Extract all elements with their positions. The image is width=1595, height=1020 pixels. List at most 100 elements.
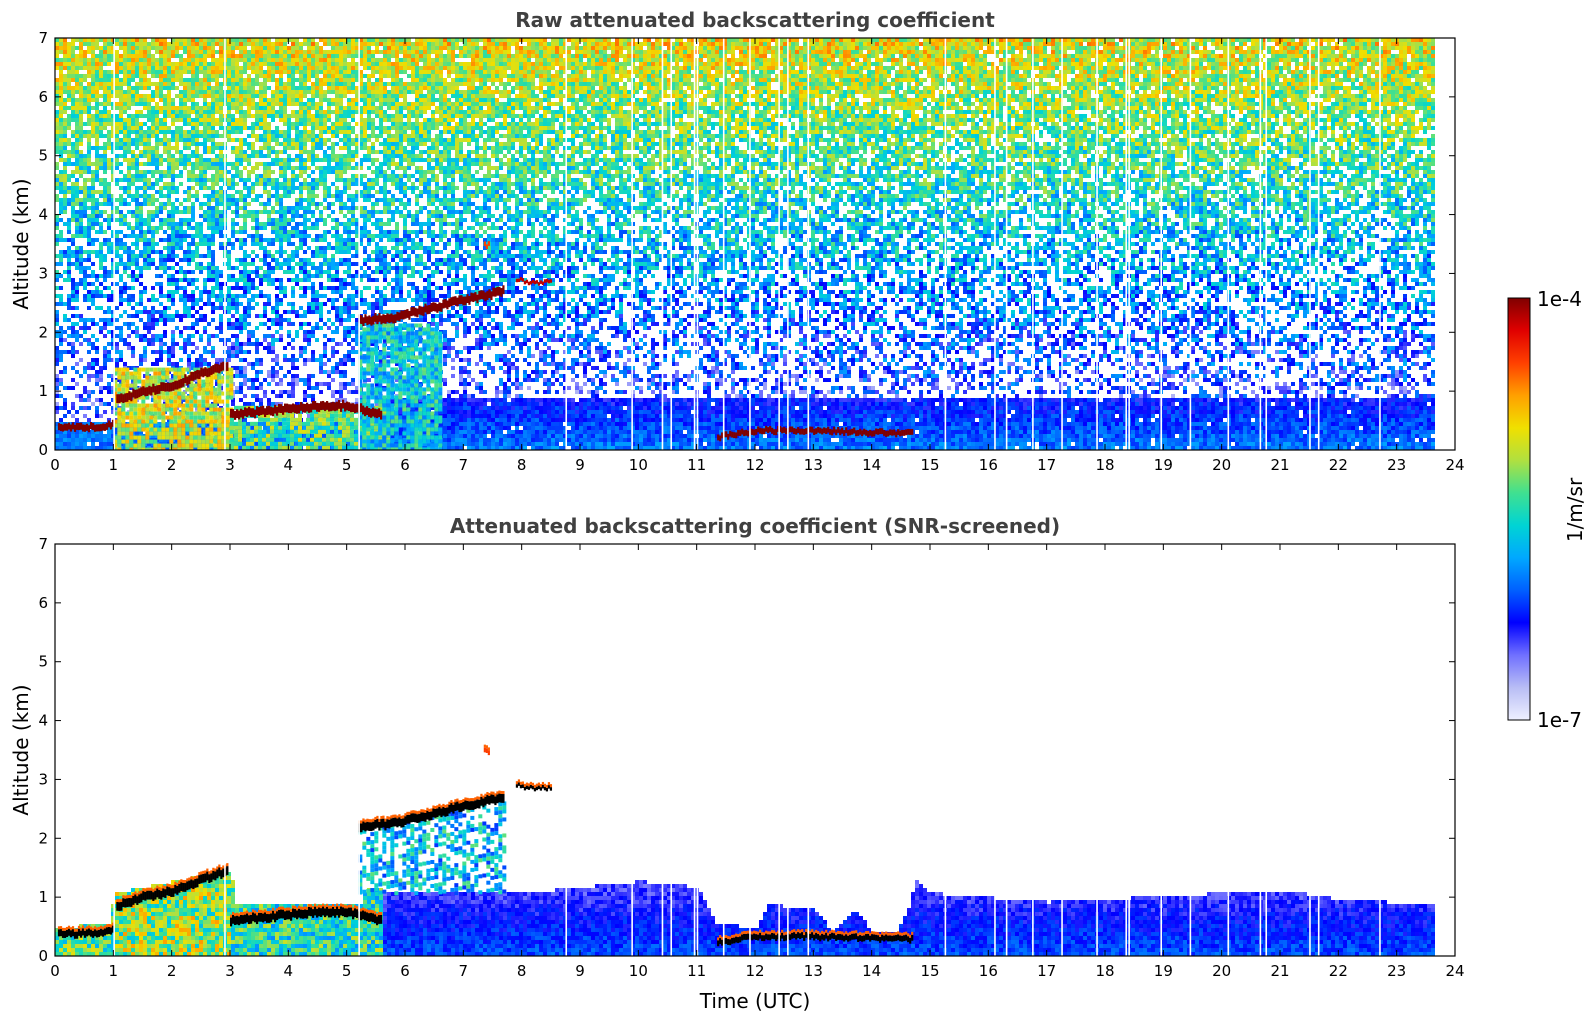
cloud-layer-mark [120, 901, 123, 911]
cloud-layer-mark [360, 315, 363, 325]
x-tick-label: 24 [1445, 456, 1464, 474]
data-gap-line [1125, 544, 1128, 956]
cloud-layer-mark [160, 890, 163, 900]
data-gap-line [722, 38, 725, 450]
cloud-layer-mark [416, 814, 419, 823]
x-tick-label: 17 [1037, 962, 1056, 980]
cloud-layer-mark [420, 306, 423, 316]
cloud-layer-mark [322, 906, 325, 916]
cloud-layer-mark [300, 909, 303, 919]
cloud-layer-mark [869, 429, 872, 436]
cloud-layer-mark [386, 819, 389, 828]
cloud-layer-mark [731, 431, 734, 438]
cloud-layer-mark [168, 382, 171, 392]
cloud-layer-mark [545, 787, 549, 792]
cloud-layer-mark [434, 302, 437, 312]
data-gap-line [944, 38, 947, 450]
cloud-layer-mark [362, 910, 365, 920]
cloud-layer-mark [220, 362, 223, 372]
cloud-layer-mark [903, 935, 906, 942]
cloud-layer-mark [775, 429, 778, 436]
cloud-layer-mark [893, 935, 896, 942]
cloud-layer-mark [308, 404, 311, 413]
cloud-layer-mark [547, 279, 551, 284]
cloud-layer-mark [470, 292, 473, 302]
cloud-layer-mark [334, 402, 337, 412]
cloud-layer-mark [59, 929, 63, 937]
cloud-layer-mark [847, 429, 850, 436]
cloud-layer-mark [541, 281, 545, 286]
cloud-layer-mark [268, 914, 271, 923]
cloud-layer-mark [196, 369, 199, 379]
cloud-layer-mark [729, 430, 732, 437]
cloud-layer-mark [515, 278, 519, 283]
cloud-layer-mark [71, 929, 75, 937]
cloud-layer-mark [785, 428, 788, 435]
cloud-layer-mark [837, 933, 840, 940]
cloud-layer-mark [374, 914, 377, 924]
cloud-layer-mark [376, 409, 379, 419]
cloud-layer-mark [815, 428, 818, 435]
cloud-layer-mark [91, 423, 95, 431]
cloud-layer-mark [452, 296, 455, 306]
raw-backscatter-panel: Raw attenuated backscattering coefficien… [9, 8, 1465, 474]
x-tick-label: 18 [1095, 456, 1114, 474]
cloud-layer-mark [793, 428, 796, 434]
cloud-layer-mark [444, 298, 447, 308]
cloud-layer-mark [370, 822, 373, 832]
cloud-layer-mark [362, 821, 365, 831]
cloud-layer-mark [330, 908, 333, 918]
cloud-layer-mark [214, 871, 217, 881]
cloud-layer-mark [535, 786, 539, 791]
cloud-layer-mark [781, 932, 784, 939]
cloud-layer-mark [232, 409, 235, 418]
x-tick-label: 1 [109, 456, 119, 474]
cloud-layer-mark [142, 386, 145, 396]
cloud-layer-mark [402, 310, 405, 320]
cloud-layer-mark [905, 934, 908, 941]
cloud-layer-mark [156, 385, 159, 395]
cloud-layer-mark [813, 934, 816, 941]
cloud-layer-mark [130, 898, 133, 907]
cloud-layer-mark [825, 932, 828, 939]
cloud-layer-mark [402, 818, 405, 828]
cloud-layer-mark [350, 907, 353, 917]
cloud-layer-mark [274, 404, 277, 414]
cloud-layer-mark [168, 887, 171, 896]
cloud-layer-mark [218, 867, 221, 877]
top-y-axis-label: Altitude (km) [9, 178, 33, 309]
cloud-layer-mark [97, 424, 101, 432]
cloud-layer-mark [73, 424, 77, 432]
cloud-layer-mark [547, 785, 551, 789]
cloud-layer-mark [150, 890, 153, 900]
x-tick-label: 4 [284, 962, 294, 980]
cloud-layer-mark [128, 391, 131, 401]
cloud-layer-mark [408, 814, 411, 824]
cloud-layer-mark [831, 932, 834, 939]
cloud-layer-mark [200, 367, 203, 377]
cloud-layer-mark [152, 383, 155, 393]
cloud-layer-mark [280, 909, 283, 919]
data-gap-line [1259, 38, 1262, 450]
cloud-layer-mark [873, 934, 876, 941]
cloud-layer-mark [292, 403, 295, 413]
cloud-layer-mark [336, 906, 339, 916]
cloud-layer-mark [380, 315, 383, 325]
cloud-layer-mark [107, 926, 111, 935]
cloud-layer-mark [733, 937, 736, 944]
cloud-layer-mark [282, 909, 285, 919]
cloud-layer-mark [162, 382, 165, 392]
cloud-layer-mark [761, 428, 764, 435]
cloud-layer-mark [897, 934, 900, 941]
data-gap-line [670, 544, 673, 956]
cloud-layer-mark [498, 286, 501, 296]
cloud-layer-mark [57, 423, 61, 431]
cloud-layer-mark [488, 795, 491, 805]
cloud-layer-mark [523, 280, 527, 285]
cloud-layer-mark [326, 906, 329, 916]
cloud-layer-mark [372, 821, 375, 831]
cloud-layer-mark [901, 935, 904, 942]
data-gap-line [1189, 38, 1192, 450]
cloud-layer-mark [310, 907, 313, 917]
cloud-layer-mark [83, 424, 87, 432]
